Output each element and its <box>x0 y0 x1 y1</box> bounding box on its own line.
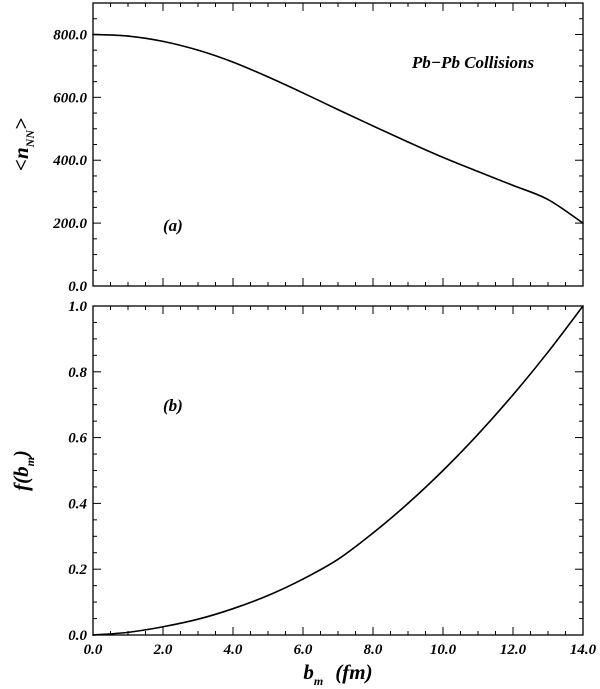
y-tick-label: 0.6 <box>68 431 87 447</box>
data-point <box>337 108 339 111</box>
x-axis-title-main: b <box>303 660 314 684</box>
y-axis-title-main: <n <box>9 147 33 171</box>
data-point <box>127 35 129 37</box>
y-tick-label: 400.0 <box>52 153 87 169</box>
y-axis-title: f(bm) <box>9 450 37 491</box>
data-point <box>302 578 304 580</box>
y-tick-label: 800.0 <box>53 27 87 43</box>
x-axis-title-unit: (fm) <box>335 660 372 684</box>
panel-b: 0.0 0.2 0.4 0.6 0.8 1.0 0.0 2.0 4.0 6.0 8.0 10.0 12.… <box>68 299 596 658</box>
panel-a: 0.0 200.0 400.0 600.0 800.0 (a) Pb−Pb Collisio… <box>52 2 584 295</box>
x-tick-label: 12.0 <box>500 642 527 658</box>
y-axis-title-end: > <box>9 118 33 130</box>
data-point <box>372 125 374 127</box>
x-tick-label: 10.0 <box>430 642 457 658</box>
x-tick-label: 14.0 <box>570 642 597 658</box>
panel-annotation: (b) <box>163 396 183 415</box>
x-tick-label: 8.0 <box>364 642 383 658</box>
x-tick-label: 2.0 <box>153 642 173 658</box>
data-point <box>92 634 94 636</box>
data-point <box>267 594 269 597</box>
x-axis-title-sub: m <box>314 674 323 688</box>
data-point <box>372 532 374 534</box>
y-tick-label: 0.0 <box>68 279 87 295</box>
x-tick-label: 6.0 <box>294 642 313 658</box>
y-axis-title-main: f(b <box>9 466 33 491</box>
y-axis-title: <nNN> <box>9 118 37 171</box>
data-point <box>582 305 584 307</box>
data-point <box>162 40 164 43</box>
data-point <box>547 351 549 353</box>
x-tick-label: 4.0 <box>223 642 243 658</box>
data-point <box>232 607 234 610</box>
x-axis-title: bm (fm) <box>303 660 372 688</box>
data-point <box>232 61 234 63</box>
data-point <box>582 222 584 224</box>
data-point <box>127 631 129 634</box>
data-point <box>92 33 94 36</box>
y-tick-label: 600.0 <box>53 90 87 106</box>
y-tick-label: 200.0 <box>52 216 87 232</box>
data-point <box>162 625 164 628</box>
data-point <box>267 76 269 78</box>
data-point <box>442 469 444 472</box>
labels: <nNN>f(bm)bm (fm) <box>9 118 373 688</box>
data-point <box>512 394 514 396</box>
data-point <box>407 502 409 505</box>
data-point <box>477 433 479 436</box>
y-tick-label: 0.2 <box>68 562 87 578</box>
y-tick-label: 0.8 <box>68 365 87 381</box>
data-point <box>197 618 199 621</box>
data-point <box>442 156 444 159</box>
y-axis-title-sub: m <box>23 457 37 466</box>
data-point <box>337 558 339 561</box>
data-point <box>197 49 199 51</box>
y-tick-label: 1.0 <box>68 299 87 315</box>
y-tick-label: 0.0 <box>68 628 87 644</box>
data-point <box>407 141 409 143</box>
data-point <box>512 184 514 187</box>
data-point <box>302 92 304 94</box>
plot-frame <box>92 305 584 636</box>
panel-annotation: (a) <box>163 216 183 235</box>
data-point <box>477 170 479 173</box>
data-point <box>547 198 549 201</box>
y-axis-title-end: ) <box>9 450 33 459</box>
y-tick-label: 0.4 <box>68 496 87 512</box>
data-line <box>92 305 584 636</box>
x-tick-label: 0.0 <box>84 642 103 658</box>
plot-frame <box>92 2 584 287</box>
y-axis-title-sub: NN <box>23 129 37 149</box>
collision-label: Pb−Pb Collisions <box>411 53 535 72</box>
